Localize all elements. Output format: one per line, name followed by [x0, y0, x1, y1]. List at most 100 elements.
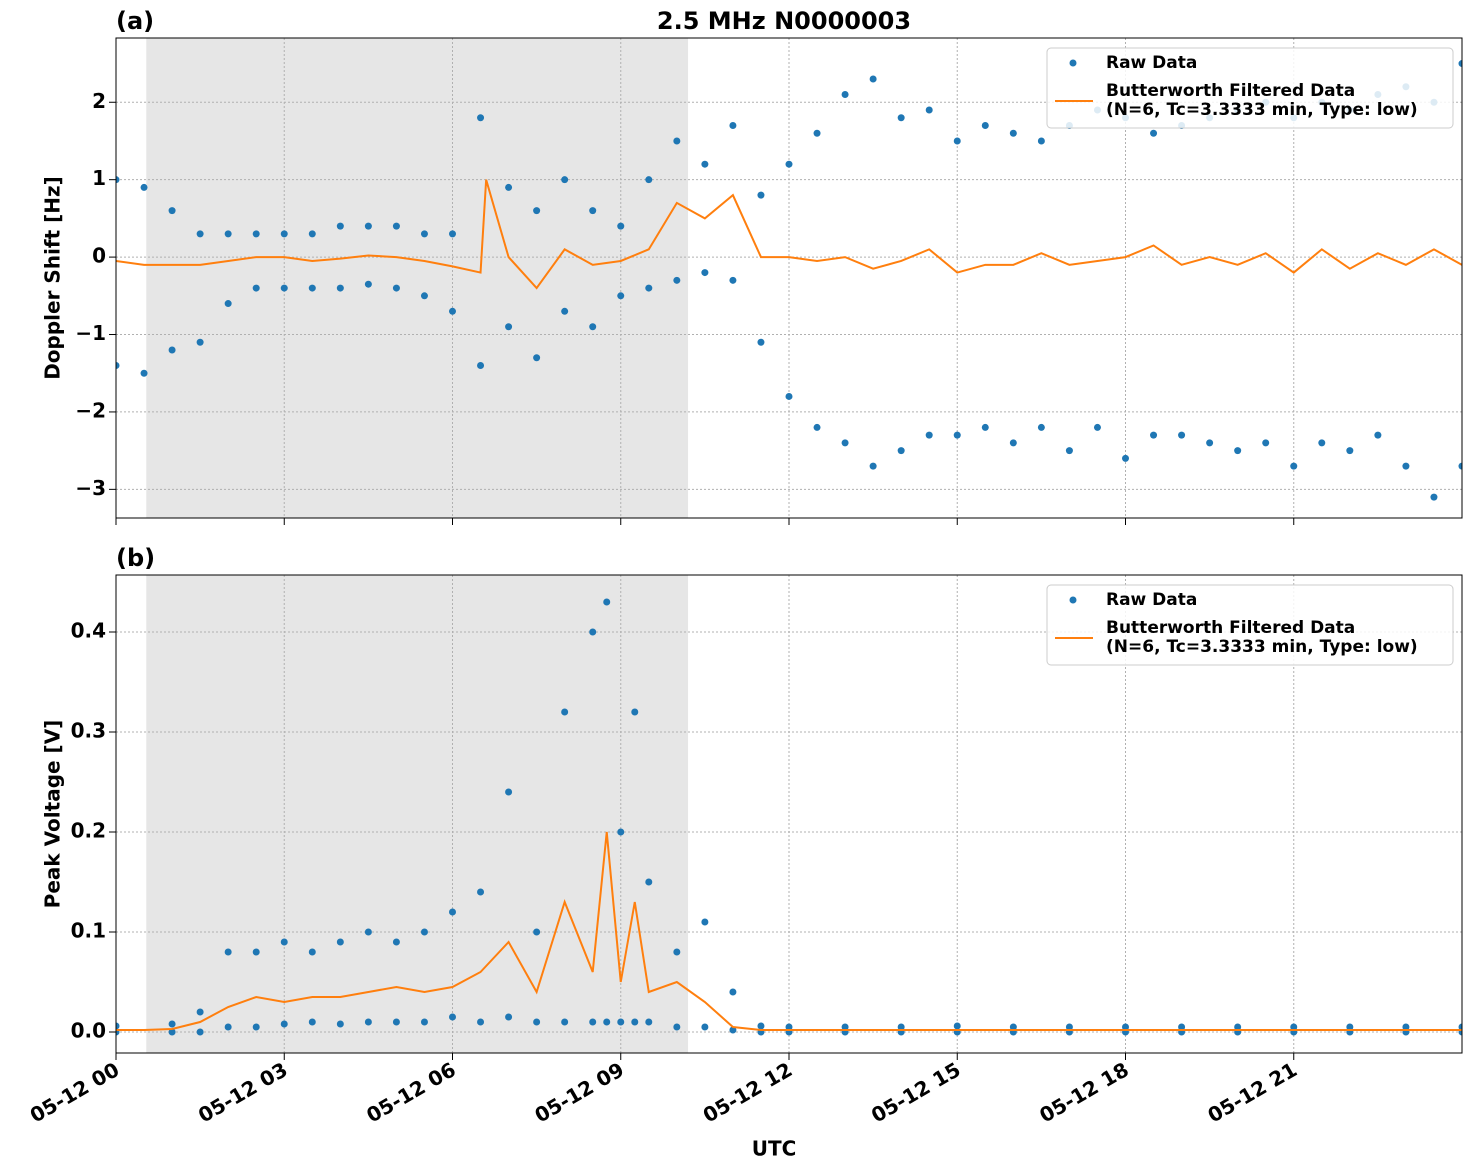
legend-label: Butterworth Filtered Data (N=6, Tc=3.3333… [1106, 81, 1418, 120]
plot-area [116, 598, 1462, 1036]
x-tick-label: 05-12 21 [1203, 1057, 1301, 1127]
chart-title: 2.5 MHz N0000003 [657, 7, 911, 35]
raw-point [449, 230, 456, 238]
y-axis-label: Peak Voltage [V] [41, 720, 65, 909]
raw-point [561, 176, 569, 184]
raw-point [116, 176, 120, 184]
raw-point [925, 431, 933, 439]
raw-point [505, 323, 513, 331]
filtered-line [116, 831, 1462, 1031]
plot-frame [115, 37, 1463, 519]
y-tick-label: 0.4 [71, 619, 106, 643]
raw-point [196, 1008, 204, 1016]
raw-point [841, 439, 849, 447]
raw-point [308, 284, 316, 292]
raw-point [168, 1028, 176, 1036]
raw-point [1402, 1023, 1410, 1031]
raw-point [168, 207, 176, 215]
raw-point [1430, 493, 1438, 501]
raw-point [561, 1018, 569, 1026]
raw-point [925, 106, 933, 114]
raw-point [1009, 439, 1017, 447]
raw-point [589, 323, 597, 331]
raw-point [785, 392, 793, 400]
y-tick-label: 0 [92, 244, 106, 268]
raw-point [196, 1028, 204, 1036]
raw-point [224, 948, 232, 956]
raw-point [1458, 60, 1462, 68]
legend-box [1046, 47, 1454, 129]
raw-point [505, 788, 513, 796]
raw-point [252, 230, 260, 238]
raw-point [140, 183, 148, 191]
y-tick-label: 2 [92, 89, 106, 113]
raw-point [364, 1018, 372, 1026]
raw-point [533, 1018, 541, 1026]
plot-frame [115, 574, 1463, 1054]
raw-point [252, 284, 260, 292]
raw-point [953, 137, 961, 145]
raw-point [603, 598, 611, 606]
raw-point [196, 230, 204, 238]
raw-point [617, 292, 625, 300]
panel: 05-12 00 05-12 03 05-12 06 05-12 09 05-12 12… [26, 544, 1463, 1161]
raw-point [1402, 462, 1410, 470]
y-tick-label: 0.3 [71, 719, 106, 743]
raw-point [1178, 1023, 1186, 1031]
raw-point [449, 908, 456, 916]
raw-point [449, 1013, 456, 1021]
raw-point [1093, 423, 1101, 431]
x-tick-label: 05-12 12 [699, 1057, 797, 1127]
raw-point [645, 1018, 653, 1026]
raw-point [561, 307, 569, 315]
y-tick-label: 0.1 [71, 919, 106, 943]
raw-point [617, 828, 625, 836]
raw-point [364, 222, 372, 230]
y-tick-label: −3 [75, 476, 106, 500]
raw-point [224, 300, 232, 308]
raw-point [981, 121, 989, 129]
legend-marker [1069, 596, 1077, 604]
raw-point [477, 361, 485, 369]
raw-point [116, 361, 120, 369]
raw-point [477, 1018, 485, 1026]
raw-point [336, 1020, 344, 1028]
y-tick-label: −1 [75, 321, 106, 345]
raw-point [1037, 423, 1045, 431]
legend-label: Butterworth Filtered Data (N=6, Tc=3.3333… [1106, 618, 1418, 657]
raw-point [701, 918, 709, 926]
raw-point [645, 284, 653, 292]
raw-point [1122, 454, 1129, 462]
raw-point [280, 230, 288, 238]
shaded-span [146, 575, 689, 1053]
x-tick-label: 05-12 09 [530, 1057, 628, 1127]
raw-point [364, 280, 372, 288]
raw-point [336, 284, 344, 292]
raw-point [673, 1023, 681, 1031]
raw-point [673, 948, 681, 956]
raw-point [392, 222, 400, 230]
raw-point [280, 1020, 288, 1028]
raw-point [280, 938, 288, 946]
raw-point [631, 1018, 639, 1026]
raw-point [729, 276, 737, 284]
raw-point [1037, 137, 1045, 145]
raw-point [729, 988, 737, 996]
raw-point [1374, 431, 1382, 439]
raw-point [1346, 447, 1354, 455]
raw-point [1150, 431, 1158, 439]
raw-point [869, 462, 877, 470]
raw-point [224, 230, 232, 238]
raw-point [336, 938, 344, 946]
legend: Raw Data Butterworth Filtered Data (N=6, T… [1046, 47, 1454, 129]
y-tick-label: 0.0 [71, 1019, 106, 1043]
raw-point [116, 1022, 120, 1030]
raw-point [1290, 1023, 1298, 1031]
x-tick-label: 05-12 15 [867, 1057, 965, 1127]
raw-point [841, 91, 849, 99]
x-tick-label: 05-12 00 [26, 1057, 124, 1127]
raw-point [392, 1018, 400, 1026]
raw-point [280, 284, 288, 292]
raw-point [631, 708, 639, 716]
